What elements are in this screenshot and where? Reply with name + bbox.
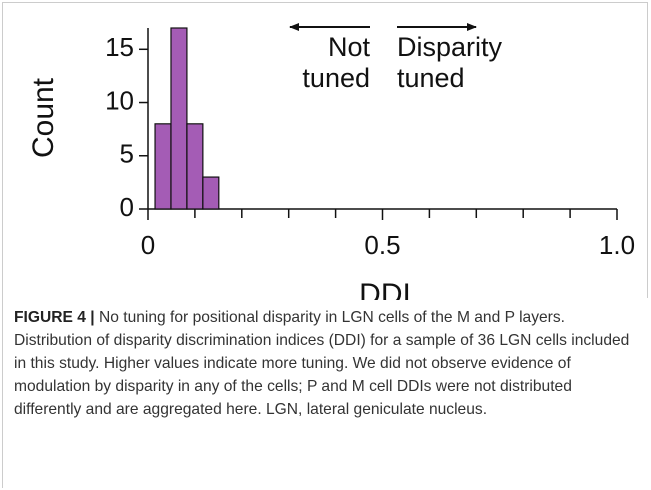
annotation: Not — [328, 32, 371, 62]
bar — [202, 176, 220, 210]
y-tick-label: 0 — [120, 192, 134, 222]
annotation: Disparity — [397, 32, 503, 62]
y-tick-label: 5 — [120, 139, 134, 169]
caption-text: No tuning for positional disparity in LG… — [14, 309, 630, 418]
annotation: tuned — [397, 63, 465, 93]
caption-label: FIGURE 4 | — [14, 309, 95, 326]
y-axis-label: Count — [27, 77, 60, 158]
y-tick-label: 15 — [105, 32, 134, 62]
frame — [2, 2, 648, 298]
x-axis-label: DDI — [359, 278, 411, 300]
bar — [186, 123, 204, 210]
bar — [154, 123, 172, 210]
x-tick-label: 1.0 — [599, 230, 635, 260]
x-tick-label: 0 — [141, 230, 155, 260]
y-tick-label: 10 — [105, 85, 134, 115]
bar — [170, 27, 188, 210]
annotation: tuned — [302, 63, 370, 93]
x-tick-label: 0.5 — [364, 230, 400, 260]
frame-line — [2, 298, 3, 488]
caption: FIGURE 4 | No tuning for positional disp… — [14, 306, 639, 421]
